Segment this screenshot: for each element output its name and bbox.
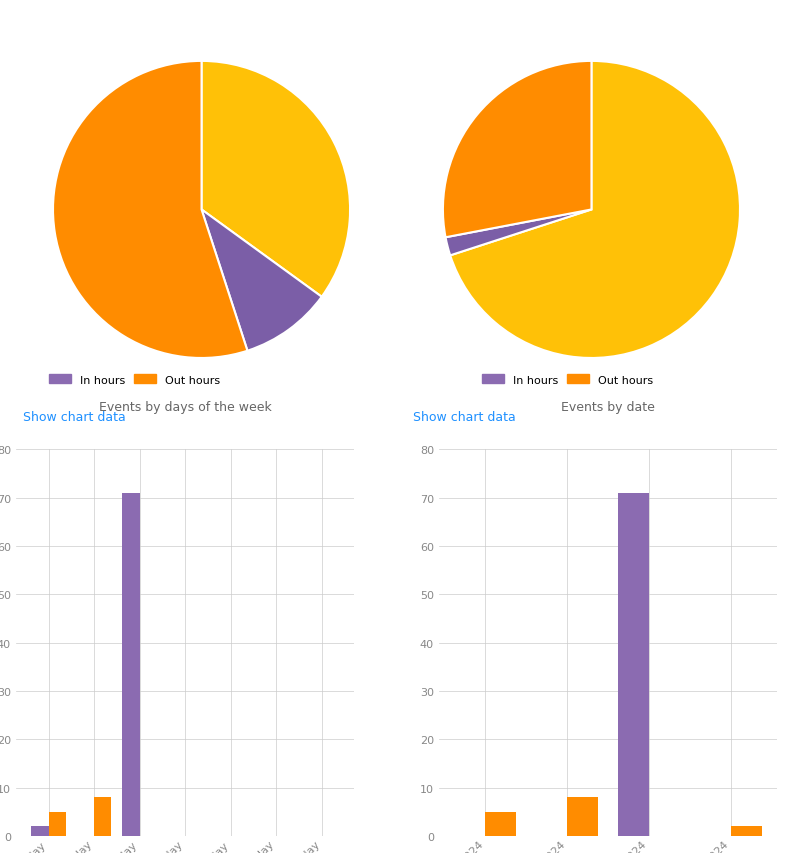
Wedge shape (446, 210, 592, 256)
Bar (485, 812, 516, 836)
Bar (48, 812, 66, 836)
Wedge shape (443, 61, 592, 238)
Text: Show chart data: Show chart data (413, 410, 516, 423)
Bar (730, 827, 762, 836)
Text: Show chart data: Show chart data (23, 410, 126, 423)
Wedge shape (450, 61, 740, 358)
Bar (94, 798, 111, 836)
Title: Events by date: Events by date (561, 401, 655, 414)
Bar (618, 493, 649, 836)
Wedge shape (53, 61, 247, 358)
Legend: In hours, Out hours: In hours, Out hours (477, 370, 657, 390)
Wedge shape (201, 210, 322, 351)
Title: Events by days of the week: Events by days of the week (98, 401, 271, 414)
Bar (122, 493, 140, 836)
Bar (567, 798, 598, 836)
Legend: In hours, Out hours: In hours, Out hours (44, 370, 224, 390)
Bar (31, 827, 48, 836)
Wedge shape (201, 61, 350, 298)
